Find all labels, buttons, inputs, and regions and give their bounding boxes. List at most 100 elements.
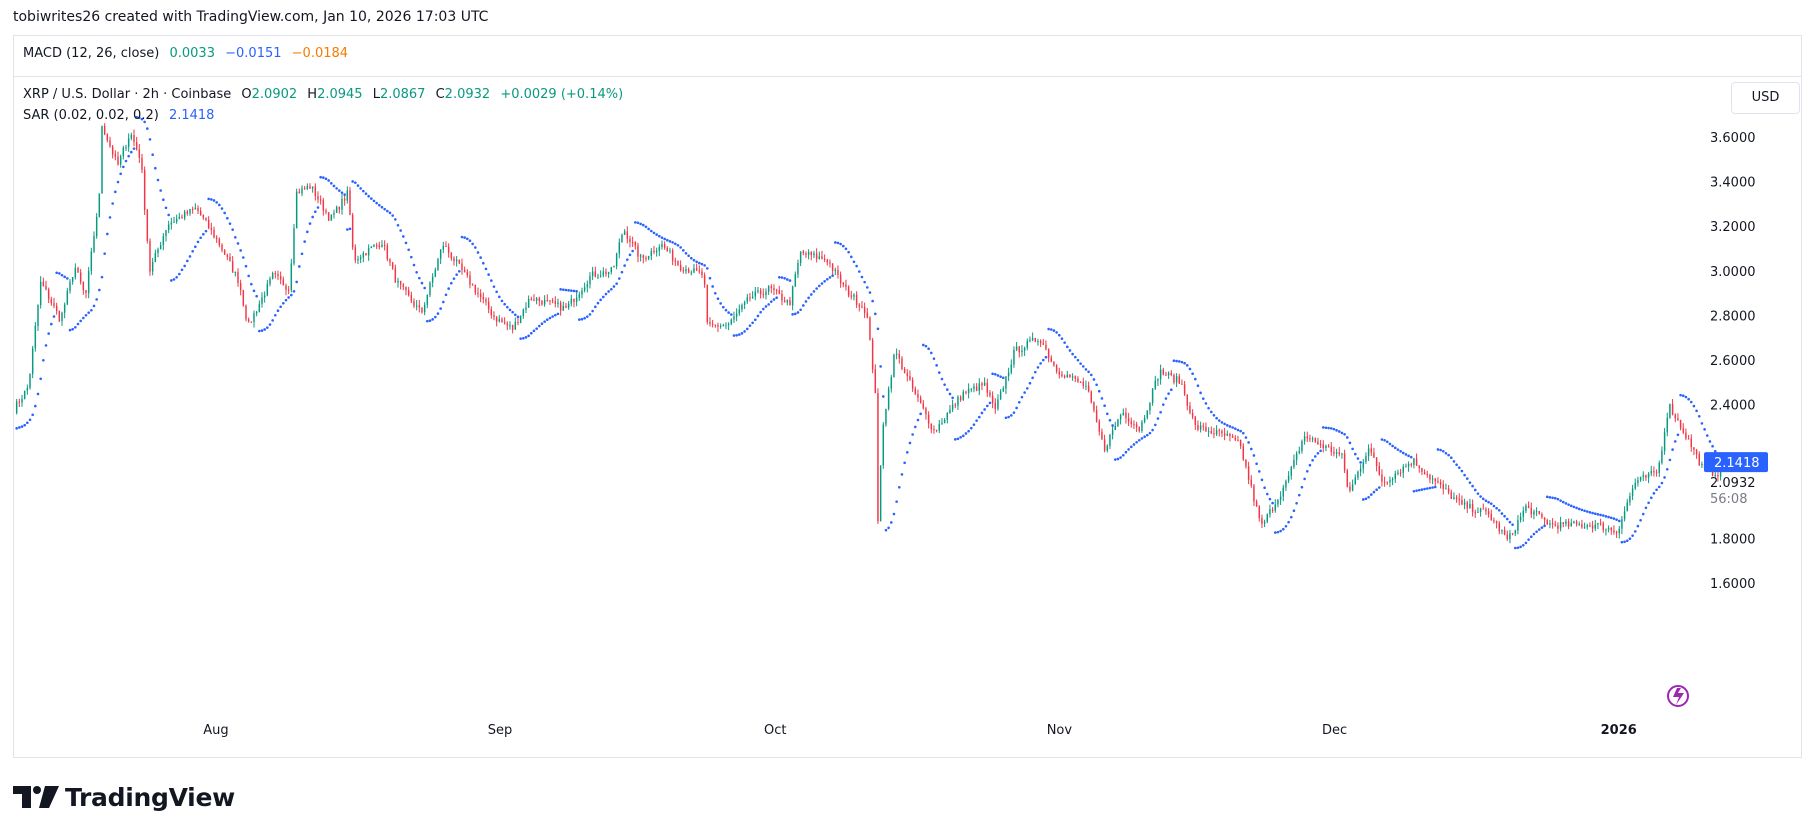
candle-body <box>917 394 919 398</box>
macd-label: MACD (12, 26, close) <box>23 46 160 61</box>
sar-dot <box>772 298 776 301</box>
candle-body <box>1610 527 1612 531</box>
candle-body <box>1085 385 1087 387</box>
sar-dot <box>330 182 333 185</box>
candle-body <box>1351 484 1354 491</box>
sar-dot <box>1657 485 1661 489</box>
sar-dot <box>1660 481 1664 485</box>
sar-dot <box>788 279 792 282</box>
candle-body <box>1271 509 1274 511</box>
price-chart[interactable]: 3.6000 3.4000 3.2000 3.0000 2.8000 2.6000 2.40… <box>14 36 1801 757</box>
currency-button[interactable]: USD <box>1731 82 1800 114</box>
sar-dot <box>1687 397 1690 401</box>
candle-body <box>583 287 586 291</box>
sar-dot <box>1407 454 1410 458</box>
sar-dot <box>1409 455 1413 459</box>
candle-body <box>39 281 42 306</box>
candle-body <box>1301 441 1303 452</box>
sar-dot <box>319 175 322 179</box>
sar-dot <box>527 334 530 338</box>
candle-body <box>719 325 722 327</box>
candle-body <box>562 305 565 311</box>
sar-dot <box>1348 441 1352 445</box>
symbol-legend[interactable]: XRP / U.S. Dollar · 2h · Coinbase O2.090… <box>23 87 623 102</box>
candle-body <box>106 134 109 141</box>
candle-body <box>815 253 818 259</box>
candle-body <box>1397 472 1399 474</box>
sar-dot <box>1111 424 1114 427</box>
candle-body <box>162 236 165 245</box>
sar-dot <box>1223 422 1226 426</box>
sar-dot <box>1353 452 1357 456</box>
candle-body <box>1197 424 1199 430</box>
candle-body <box>629 238 631 243</box>
candle-body <box>901 358 903 369</box>
candle-body <box>781 293 783 301</box>
sar-dot <box>255 294 258 298</box>
candle-body <box>1383 481 1386 483</box>
sar-dot <box>943 383 946 386</box>
sar-dot <box>1495 506 1498 510</box>
sar-dot <box>1593 512 1597 516</box>
candle-body <box>1530 507 1532 515</box>
sar-dot <box>703 264 706 267</box>
sar-dot <box>761 307 765 311</box>
candle-body <box>1413 458 1415 465</box>
sar-dot <box>1063 341 1066 344</box>
sar-dot <box>1119 456 1122 459</box>
sar-dot <box>969 426 973 430</box>
sar-dot <box>263 328 266 331</box>
candle-body <box>1551 523 1554 525</box>
candle-body <box>261 297 263 304</box>
candle-body <box>498 319 501 322</box>
sar-dot <box>492 285 496 288</box>
sar-dot <box>1025 387 1029 390</box>
candle-body <box>807 252 810 255</box>
candle-body <box>119 156 122 165</box>
candle-body <box>1010 364 1013 373</box>
sar-dot <box>300 252 304 256</box>
candle-body <box>215 237 218 239</box>
sar-dot <box>796 311 800 314</box>
sar-dot <box>767 303 770 306</box>
sar-dot <box>652 231 656 235</box>
candle-body <box>829 262 831 264</box>
candle-body <box>911 379 914 389</box>
sar-dot <box>1708 440 1712 443</box>
candle-body <box>1183 384 1186 395</box>
sar-dot <box>159 189 162 192</box>
sar-dot <box>756 314 760 318</box>
candle-body <box>570 298 573 304</box>
sar-dot <box>1172 359 1176 363</box>
sar-dot <box>828 276 832 279</box>
candle-body <box>455 259 458 262</box>
symbol-title: XRP / U.S. Dollar · 2h · Coinbase <box>23 87 232 102</box>
candle-body <box>194 207 197 210</box>
candle-body <box>1274 504 1277 511</box>
candle-body <box>1031 337 1034 341</box>
sar-dot <box>234 236 237 239</box>
candle-body <box>306 186 309 189</box>
sar-dot <box>42 358 45 362</box>
sar-dot <box>897 486 901 489</box>
sar-dot <box>500 299 504 303</box>
sar-legend[interactable]: SAR (0.02, 0.02, 0.2) 2.1418 <box>23 108 214 123</box>
sar-dot <box>519 337 522 340</box>
sar-dot <box>751 321 754 325</box>
sar-dot <box>1503 514 1506 518</box>
candle-body <box>47 289 50 300</box>
macd-pane[interactable]: MACD (12, 26, close) 0.0033 −0.0151 −0.0… <box>14 36 1801 77</box>
sar-dot <box>1556 497 1560 501</box>
sar-dot <box>1391 444 1394 448</box>
tradingview-logo[interactable]: TradingView <box>13 780 235 814</box>
sar-dot <box>1441 449 1445 453</box>
sar-dot <box>74 325 77 329</box>
candle-body <box>95 216 98 237</box>
sar-dot <box>1404 453 1408 456</box>
candle-body <box>423 304 426 313</box>
candle-body <box>141 157 143 171</box>
candle-body <box>770 286 773 289</box>
candle-body <box>1490 513 1492 520</box>
sar-dot <box>1084 368 1088 371</box>
sar-dot <box>1681 394 1685 397</box>
